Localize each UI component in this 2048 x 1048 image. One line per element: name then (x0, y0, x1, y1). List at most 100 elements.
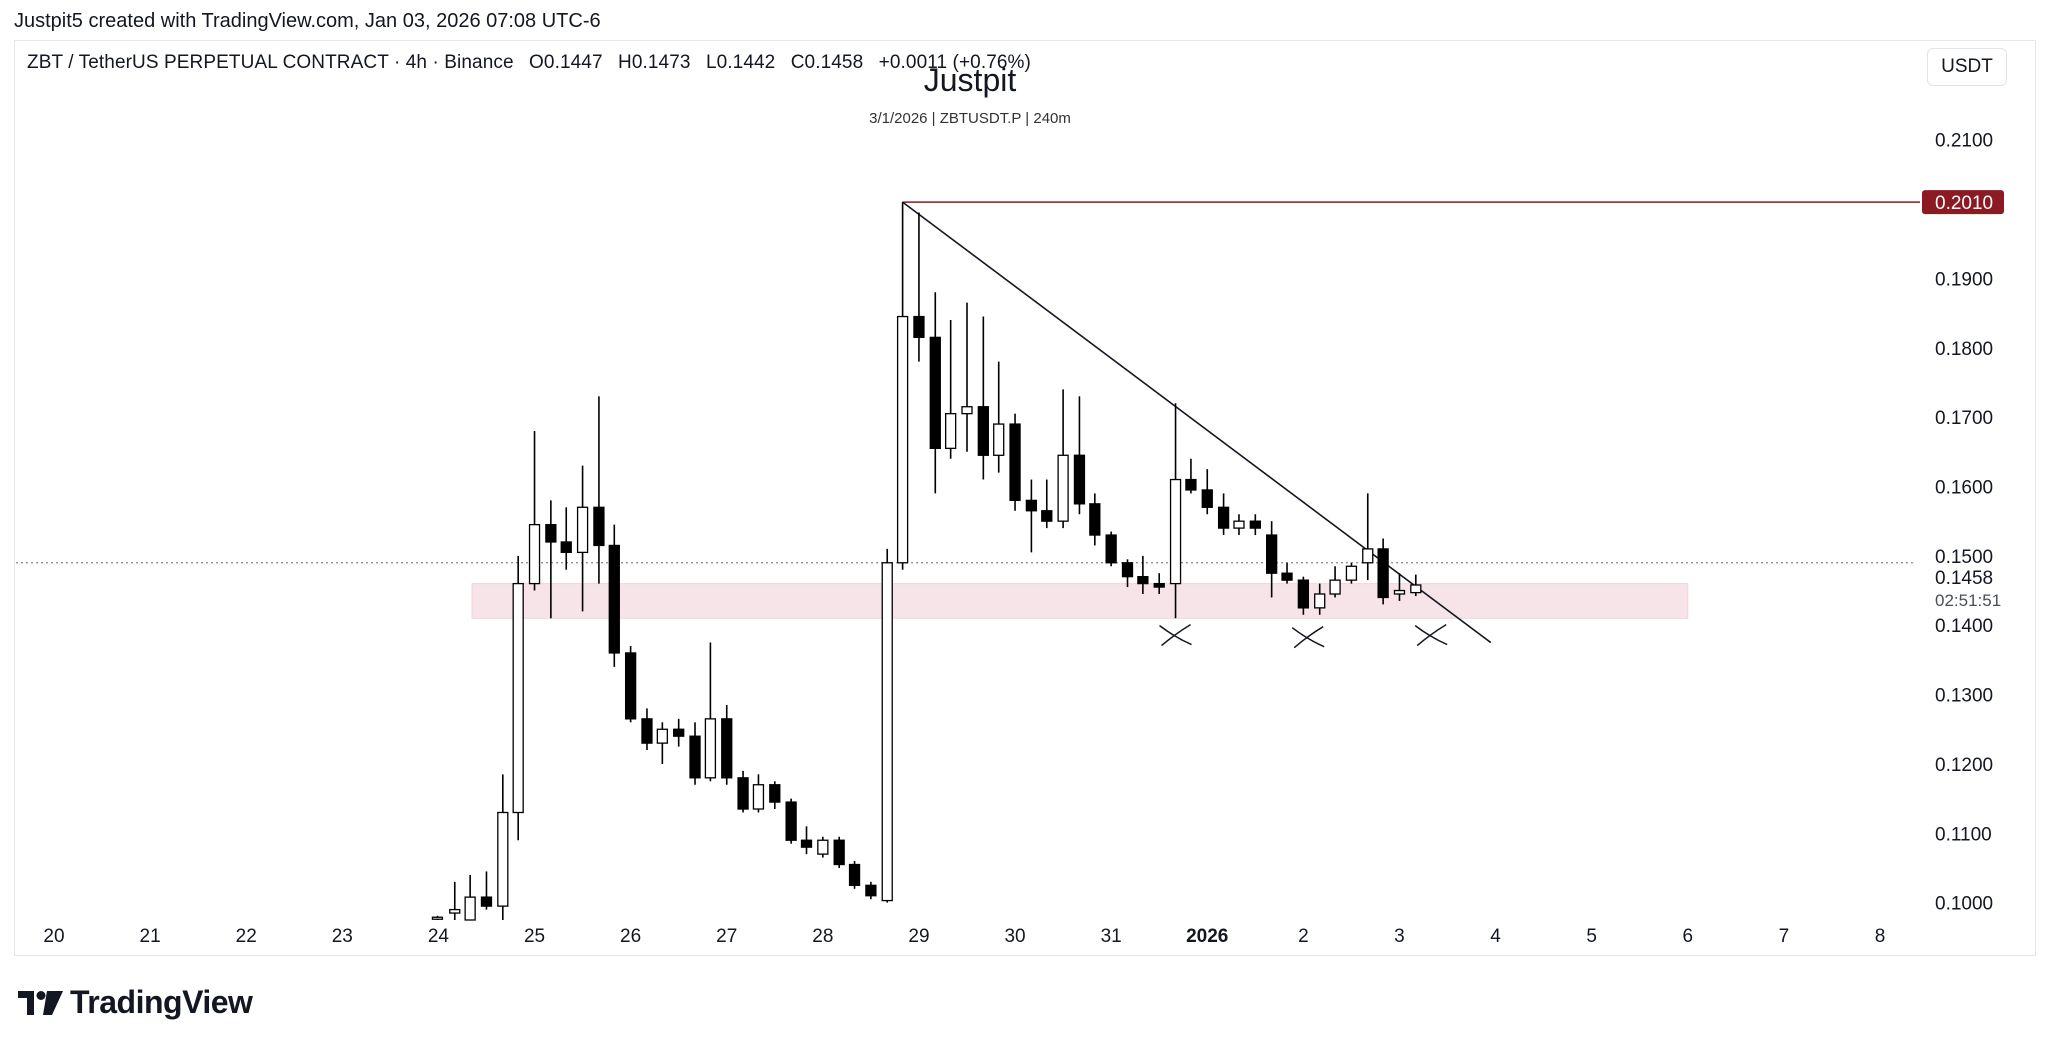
y-tick-label: 0.1600 (1935, 477, 1993, 498)
x-tick-label: 5 (1586, 926, 1597, 947)
x-tick-label: 31 (1101, 926, 1122, 947)
x-tick-label: 24 (428, 926, 450, 947)
y-tick-label: 0.2100 (1935, 131, 1993, 152)
candle-body (817, 839, 829, 855)
annotation-x-mark (1414, 623, 1448, 647)
candle-body (1057, 454, 1069, 522)
candle-body (1233, 520, 1245, 529)
candle-body (1201, 489, 1213, 508)
y-tick-label: 0.1500 (1935, 547, 1993, 568)
descending-trendline (902, 201, 1492, 644)
candle-body (1105, 534, 1117, 564)
candle-body (1217, 506, 1230, 529)
watermark-subtitle: 3/1/2026 | ZBTUSDT.P | 240m (869, 110, 1071, 127)
x-tick-label: 2026 (1186, 926, 1228, 947)
candle-body (497, 811, 509, 907)
y-tick-label: 0.1900 (1935, 269, 1993, 290)
x-tick-label: 8 (1875, 926, 1886, 947)
candle-body (913, 315, 925, 339)
candle-body (560, 541, 572, 554)
candle-body (431, 916, 444, 920)
candle-body (881, 562, 893, 902)
annotation-x-mark (1291, 626, 1325, 649)
candle-body (865, 884, 877, 897)
x-tick-label: 25 (524, 926, 545, 947)
legend-high: H0.1473 (618, 52, 691, 73)
candle-body (704, 718, 717, 779)
x-tick-label: 27 (716, 926, 737, 947)
legend-low: L0.1442 (705, 52, 776, 73)
x-tick-label: 30 (1004, 926, 1025, 947)
candle-body (576, 506, 589, 554)
candle-body (737, 777, 749, 810)
legend-symbol[interactable]: ZBT / TetherUS PERPETUAL CONTRACT · 4h ·… (27, 52, 514, 73)
legend-close: C0.1458 (790, 52, 864, 73)
y-tick-label: 0.1700 (1935, 408, 1993, 429)
candle-body (993, 423, 1005, 456)
candle-body (1185, 478, 1197, 491)
candle-body (1377, 548, 1389, 599)
candle-body (1249, 520, 1261, 529)
x-tick-label: 6 (1683, 926, 1694, 947)
chart-frame (14, 40, 2036, 956)
legend-open: O0.1447 (529, 52, 603, 73)
candle-body (1362, 548, 1374, 564)
candle-body (769, 784, 781, 803)
candle-body (961, 406, 973, 415)
candle-body (1089, 503, 1101, 536)
candle-body (1329, 579, 1341, 595)
candle-body (512, 582, 524, 814)
candle-body (624, 652, 637, 720)
candle-body (848, 863, 861, 886)
candle-body (593, 506, 605, 547)
candle-body (752, 784, 765, 810)
candle-body (1121, 562, 1134, 578)
y-tick-label: 0.1300 (1935, 686, 1993, 707)
legend-change: +0.0011 (+0.76%) (878, 52, 1031, 73)
support-zone (471, 583, 1689, 619)
x-tick-label: 4 (1490, 926, 1501, 947)
candle-body (1266, 534, 1278, 574)
last-price-label: 0.1458 (1935, 568, 1993, 589)
candle-body (1297, 579, 1310, 609)
y-tick-label: 0.1400 (1935, 616, 1993, 637)
candle-body (449, 908, 461, 914)
candle-body (785, 801, 797, 841)
tradingview-brand[interactable]: TradingView (18, 984, 253, 1021)
candle-body (641, 718, 653, 744)
x-tick-label: 28 (812, 926, 833, 947)
currency-button[interactable]: USDT (1927, 48, 2007, 86)
candle-body (1393, 589, 1406, 595)
x-tick-label: 26 (620, 926, 641, 947)
y-tick-label: 0.1000 (1935, 894, 1993, 915)
x-tick-label: 7 (1779, 926, 1790, 947)
candle-body (545, 523, 557, 543)
candle-body (1410, 584, 1422, 594)
x-tick-label: 2 (1298, 926, 1309, 947)
candle-body (1025, 499, 1038, 512)
candle-body (1314, 593, 1326, 609)
candle-body (896, 315, 909, 564)
x-tick-label: 3 (1394, 926, 1405, 947)
bar-countdown-label: 02:51:51 (1935, 591, 2001, 610)
candle-body (800, 839, 813, 848)
candle-body (1281, 572, 1293, 581)
candle-body (1137, 576, 1149, 585)
x-tick-label: 20 (43, 926, 64, 947)
x-tick-label: 23 (332, 926, 353, 947)
y-tick-label: 0.1100 (1935, 824, 1992, 845)
x-tick-label: 29 (908, 926, 929, 947)
line-price-label: 0.2010 (1935, 193, 1993, 214)
line-price-tag (1922, 190, 2004, 215)
candle-body (721, 718, 733, 779)
brand-name: TradingView (70, 984, 253, 1020)
candle-body (480, 896, 493, 907)
candle-body (945, 413, 957, 449)
candle-body (656, 728, 668, 744)
candle-body (1153, 582, 1165, 588)
candle-body (1345, 565, 1358, 581)
y-tick-label: 0.1200 (1935, 755, 1993, 776)
candle-body (833, 839, 845, 866)
annotation-x-mark (1159, 623, 1192, 647)
